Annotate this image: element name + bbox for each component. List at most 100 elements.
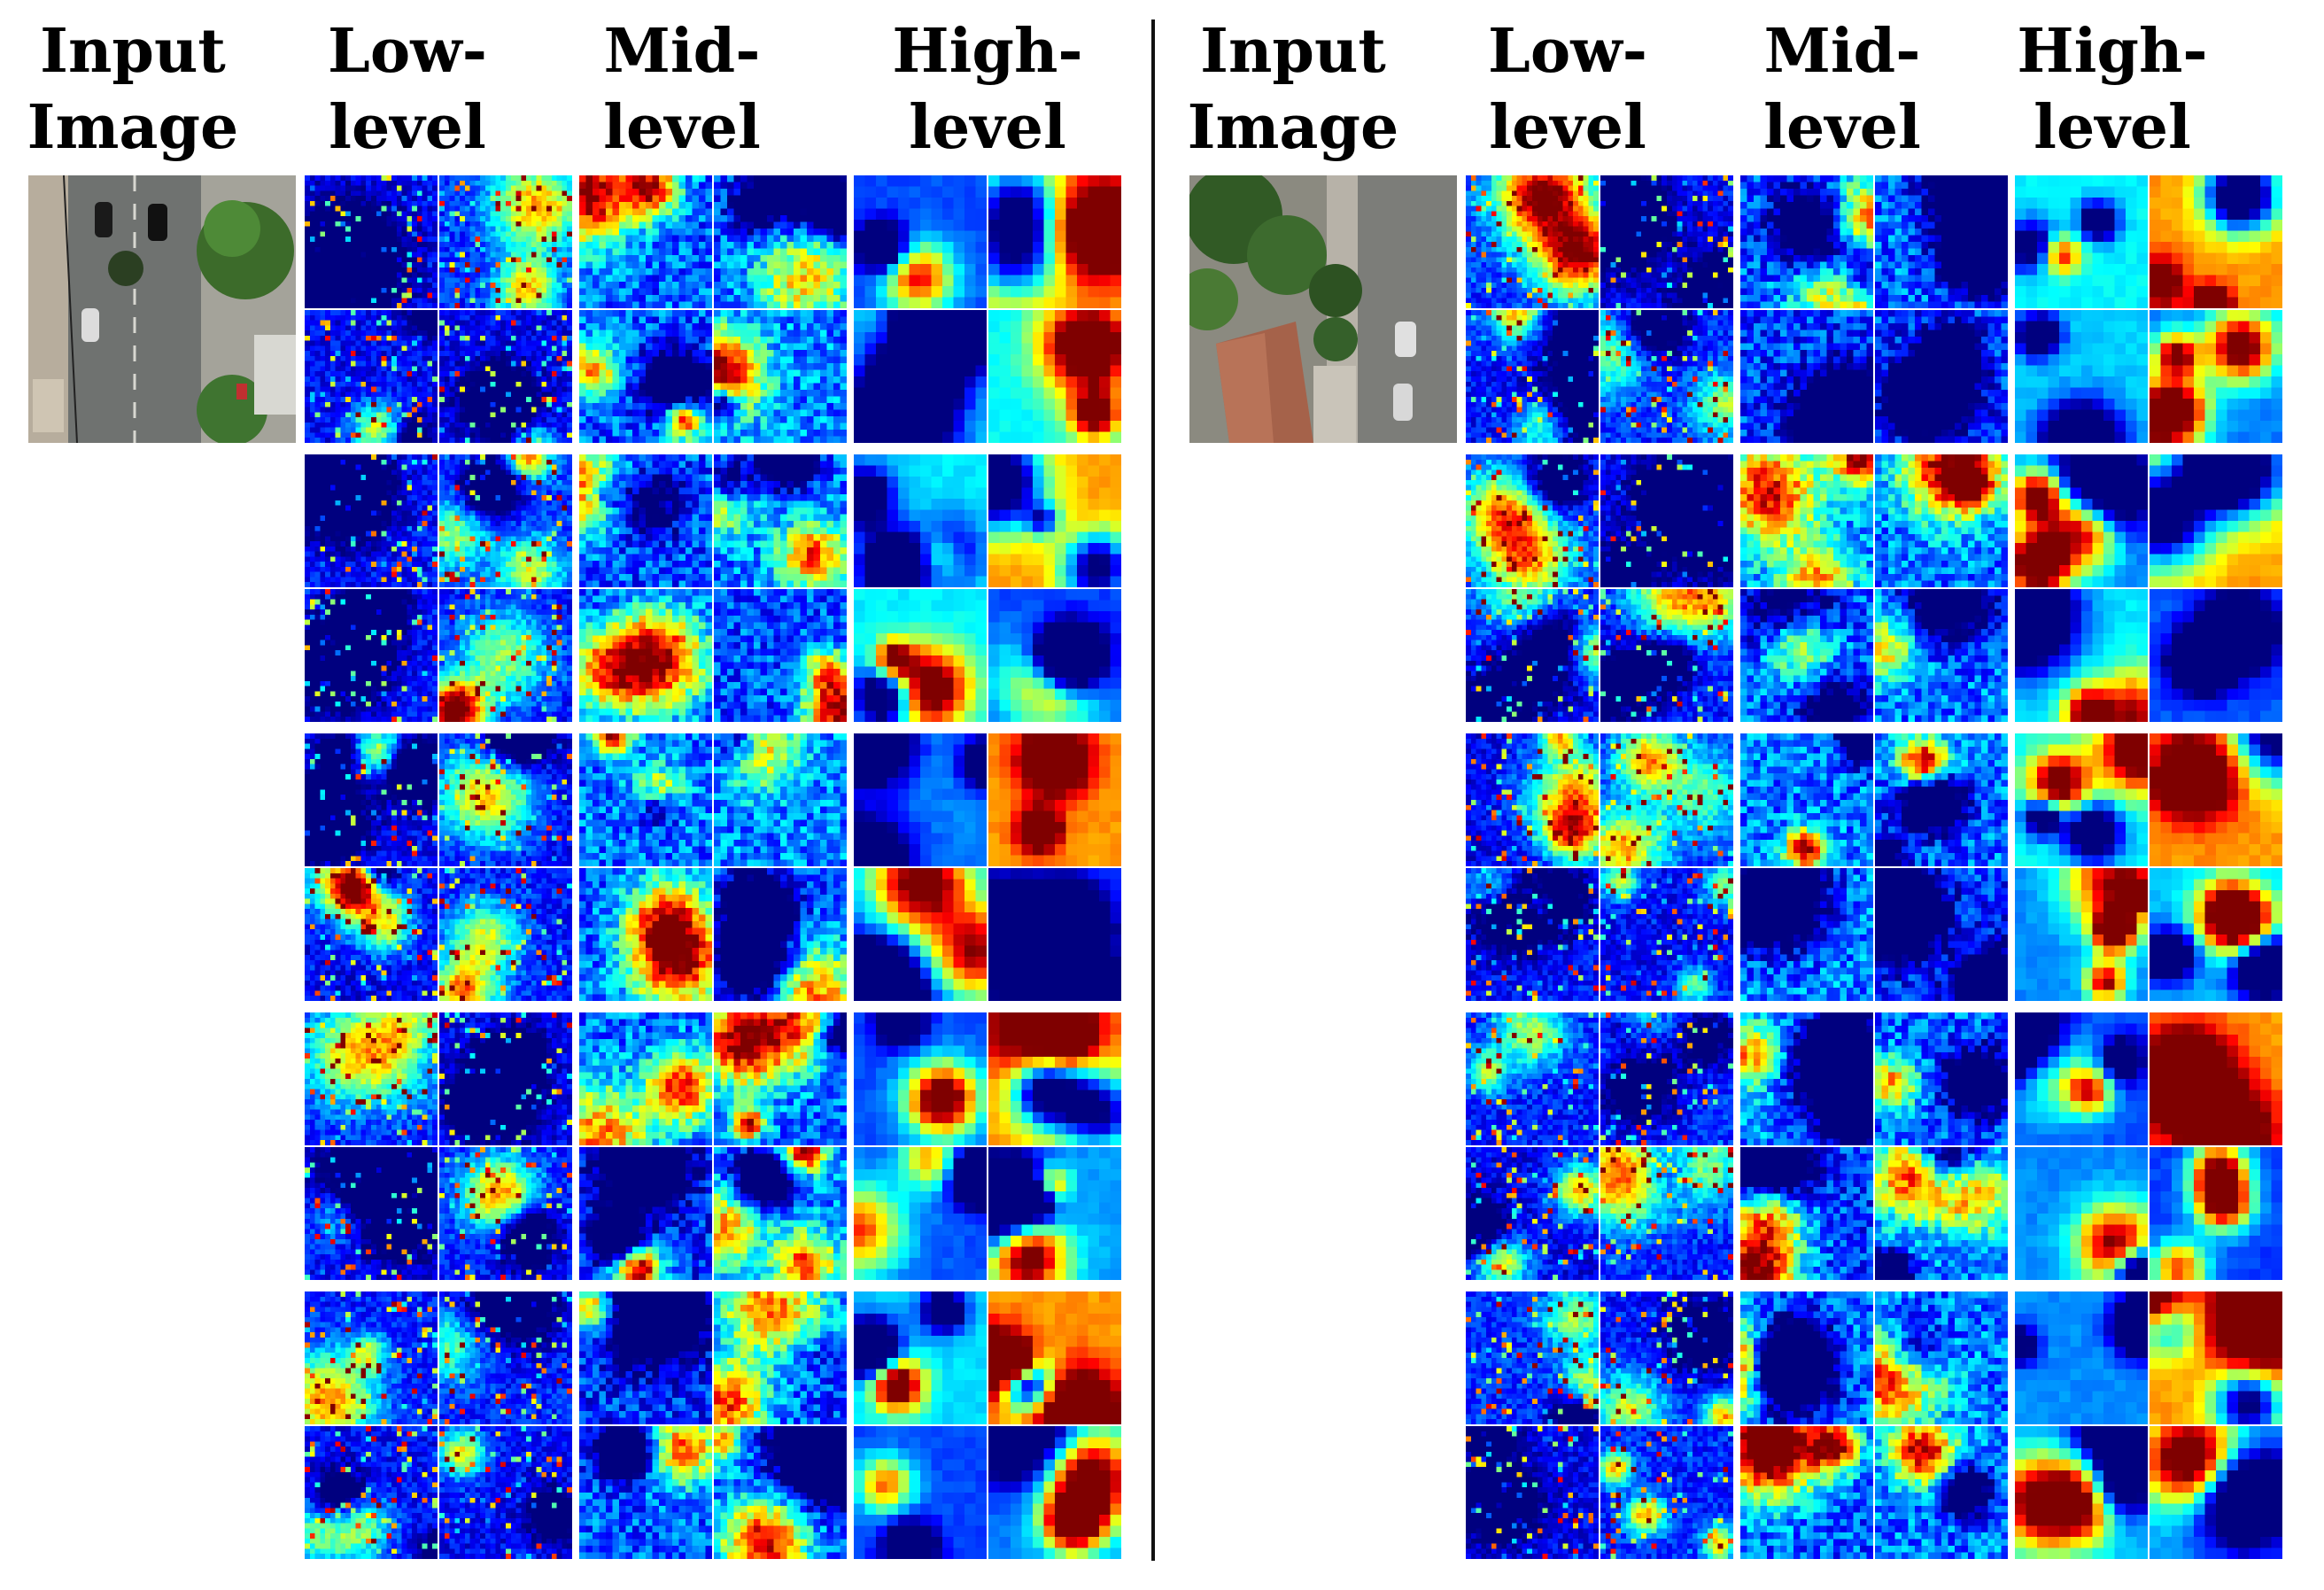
feature-map-mid (714, 1291, 847, 1424)
feature-block-mid-level (579, 175, 847, 443)
feature-map-high (854, 310, 987, 443)
feature-map-mid (714, 175, 847, 308)
feature-map-high (988, 310, 1121, 443)
feature-map-low (1466, 454, 1599, 587)
header-low-level: Low- level (1435, 13, 1700, 166)
header-low-level: Low- level (275, 13, 540, 166)
feature-map-mid (1875, 1291, 2008, 1424)
feature-block-low-level (305, 733, 572, 1001)
feature-map-low (439, 454, 572, 587)
feature-block-mid-level (1740, 454, 2008, 722)
feature-map-low (305, 589, 438, 722)
feature-map-low (1466, 1012, 1599, 1145)
feature-map-high (2150, 868, 2282, 1001)
feature-map-mid (1875, 868, 2008, 1001)
header-line: High- (1979, 13, 2245, 89)
feature-map-mid (714, 1147, 847, 1280)
feature-map-high (854, 733, 987, 866)
header-line: Input (1160, 13, 1426, 89)
feature-map-mid (714, 868, 847, 1001)
feature-map-mid (1740, 1426, 1873, 1559)
feature-block-mid-level (579, 733, 847, 1001)
feature-map-high (988, 589, 1121, 722)
feature-map-low (1466, 175, 1599, 308)
feature-block-high-level (2015, 175, 2282, 443)
feature-map-high (2015, 1291, 2148, 1424)
feature-map-low (1466, 1426, 1599, 1559)
header-high-level: High- level (855, 13, 1120, 166)
feature-map-high (2150, 1147, 2282, 1280)
feature-map-mid (1740, 733, 1873, 866)
header-input-image: Input Image (0, 13, 266, 166)
feature-map-mid (1875, 733, 2008, 866)
feature-map-mid (714, 589, 847, 722)
header-line: level (855, 89, 1120, 166)
feature-block-high-level (2015, 1012, 2282, 1280)
feature-block-high-level (2015, 454, 2282, 722)
feature-map-high (854, 454, 987, 587)
feature-map-high (2015, 733, 2148, 866)
feature-map-high (988, 868, 1121, 1001)
feature-map-mid (1875, 1426, 2008, 1559)
feature-map-low (1600, 1012, 1733, 1145)
feature-map-low (305, 310, 438, 443)
feature-map-mid (1740, 1291, 1873, 1424)
feature-map-low (439, 175, 572, 308)
input-image-street (28, 175, 296, 443)
feature-map-mid (1740, 589, 1873, 722)
feature-map-mid (1740, 1012, 1873, 1145)
feature-map-high (988, 733, 1121, 866)
feature-map-low (305, 1291, 438, 1424)
feature-map-mid (579, 175, 712, 308)
feature-block-mid-level (579, 1291, 847, 1559)
header-mid-level: Mid- level (549, 13, 815, 166)
feature-map-mid (714, 733, 847, 866)
feature-map-high (2015, 1012, 2148, 1145)
feature-map-low (439, 733, 572, 866)
feature-block-low-level (305, 175, 572, 443)
header-high-level: High- level (1979, 13, 2245, 166)
feature-map-mid (1740, 868, 1873, 1001)
feature-map-low (439, 310, 572, 443)
feature-map-high (2150, 1291, 2282, 1424)
feature-map-low (439, 589, 572, 722)
feature-map-low (1466, 1147, 1599, 1280)
feature-block-low-level (1466, 454, 1733, 722)
feature-map-low (1600, 868, 1733, 1001)
feature-block-mid-level (1740, 733, 2008, 1001)
feature-map-high (2150, 175, 2282, 308)
feature-map-mid (1740, 454, 1873, 587)
feature-map-low (1466, 589, 1599, 722)
feature-block-low-level (1466, 1291, 1733, 1559)
header-line: level (549, 89, 815, 166)
header-line: Low- (275, 13, 540, 89)
feature-map-low (305, 1426, 438, 1559)
feature-map-low (305, 868, 438, 1001)
feature-block-high-level (854, 1012, 1121, 1280)
feature-map-low (439, 1426, 572, 1559)
feature-map-mid (579, 1426, 712, 1559)
feature-map-high (988, 1147, 1121, 1280)
feature-map-mid (714, 310, 847, 443)
feature-map-high (988, 1426, 1121, 1559)
header-input-image: Input Image (1160, 13, 1426, 166)
header-line: High- (855, 13, 1120, 89)
feature-block-low-level (305, 1012, 572, 1280)
feature-map-high (854, 868, 987, 1001)
feature-block-mid-level (1740, 1291, 2008, 1559)
feature-map-high (854, 1147, 987, 1280)
header-line: Input (0, 13, 266, 89)
feature-map-high (2150, 1012, 2282, 1145)
feature-block-high-level (854, 733, 1121, 1001)
feature-map-high (2015, 589, 2148, 722)
feature-map-high (2015, 1147, 2148, 1280)
feature-map-low (1466, 733, 1599, 866)
feature-map-mid (579, 733, 712, 866)
feature-block-mid-level (579, 454, 847, 722)
feature-block-mid-level (1740, 1012, 2008, 1280)
feature-map-mid (579, 868, 712, 1001)
feature-map-mid (579, 454, 712, 587)
feature-map-low (1600, 733, 1733, 866)
feature-map-high (2015, 454, 2148, 587)
header-line: Low- (1435, 13, 1700, 89)
